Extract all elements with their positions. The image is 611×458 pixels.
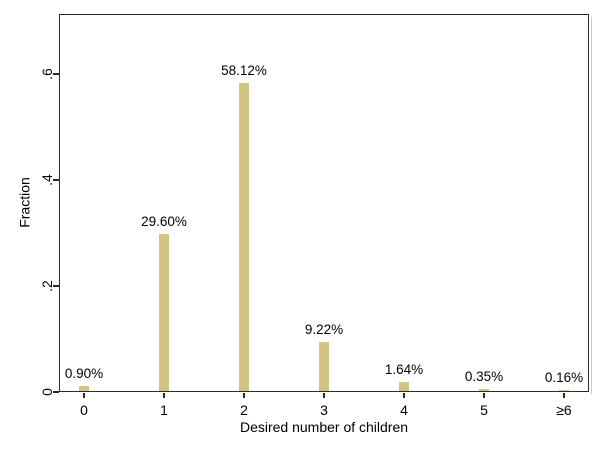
bar [159,234,169,391]
y-tick [53,179,59,181]
y-tick [53,73,59,75]
x-tick [403,393,405,398]
plot-area [59,14,589,392]
bar-value-label: 29.60% [141,214,187,230]
bar-value-label: 0.90% [64,366,104,382]
y-tick [53,391,59,393]
bar-value-label: 1.64% [384,362,424,378]
x-tick-label: 1 [160,402,168,418]
x-tick [83,393,85,398]
bar [559,390,569,391]
x-tick-label: 5 [480,402,488,418]
bar-value-label: 9.22% [304,322,344,338]
bar-value-label: 0.16% [544,370,584,385]
y-tick-label: .4 [39,174,55,186]
bar [319,342,329,391]
bar-value-label: 0.35% [464,369,504,385]
plot-border-shadow [591,17,592,394]
x-tick [163,393,165,398]
bar [399,382,409,391]
x-tick-label: 4 [400,402,408,418]
x-tick [563,393,565,398]
x-tick-label: 3 [320,402,328,418]
bar [79,386,89,391]
bar-value-label: 58.12% [221,62,267,78]
bar [479,389,489,391]
x-tick [243,393,245,398]
x-axis-title: Desired number of children [239,419,409,435]
y-tick-label: .6 [39,68,55,80]
y-axis-title: Fraction [16,177,33,228]
bar [239,82,249,391]
y-tick [53,285,59,287]
x-tick [483,393,485,398]
x-tick-label: 2 [240,402,248,418]
x-tick [323,393,325,398]
y-tick-label: .2 [39,280,55,292]
x-tick-label: ≥6 [556,402,572,418]
x-tick-label: 0 [80,402,88,418]
